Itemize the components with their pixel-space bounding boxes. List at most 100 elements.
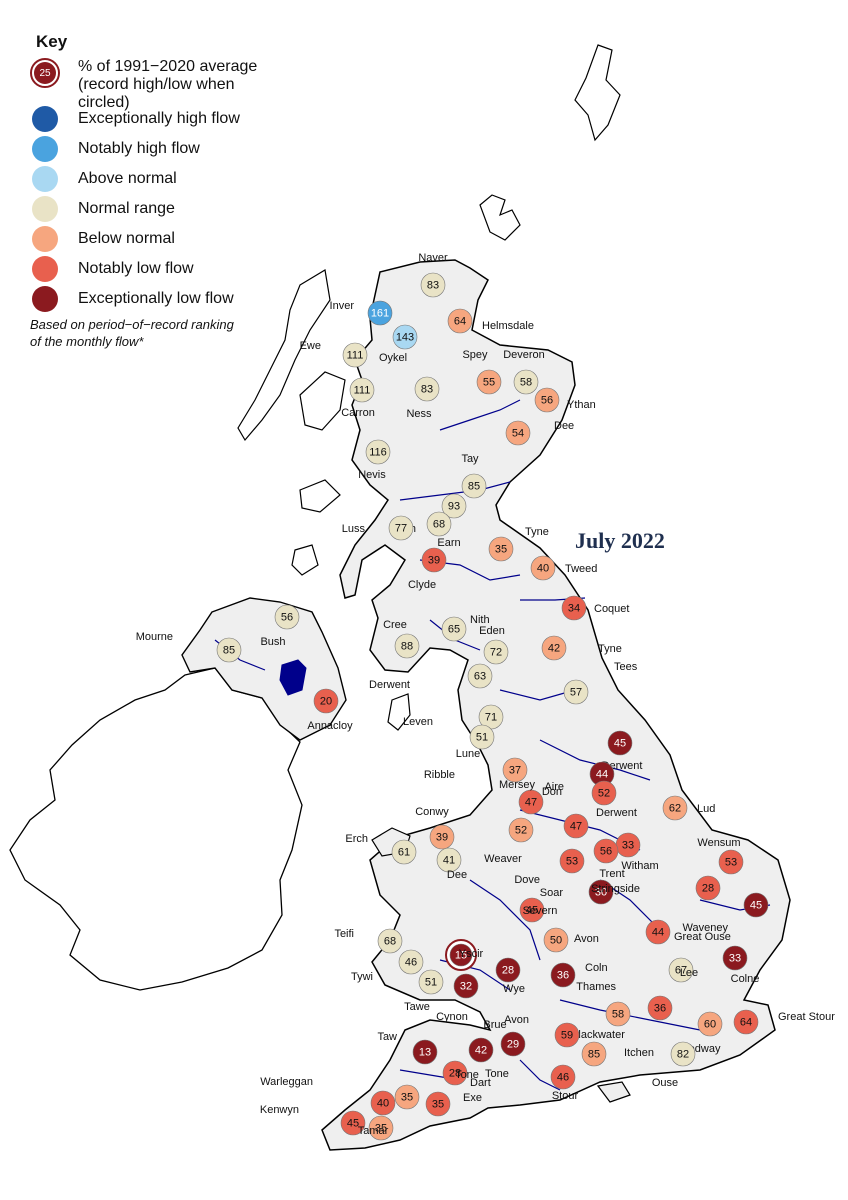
legend-label: Exceptionally high flow <box>78 110 240 127</box>
site-value: 45 <box>750 900 762 912</box>
site-value: 47 <box>570 821 582 833</box>
legend-label: Notably high flow <box>78 140 200 157</box>
site-circle <box>483 639 509 665</box>
site-value: 34 <box>568 603 580 615</box>
river-label: Soar <box>540 887 564 899</box>
site-value: 36 <box>654 1003 666 1015</box>
site-circle <box>442 1060 468 1086</box>
site-circle <box>398 949 424 975</box>
site-circle <box>436 847 462 873</box>
site-marker: 64 Great Stour <box>733 1009 835 1035</box>
river-label: Waveney <box>683 922 729 934</box>
site-circle <box>718 849 744 875</box>
site-circle <box>508 817 534 843</box>
site-marker: 82 Ouse <box>652 1041 696 1089</box>
site-marker: 61 Erch <box>345 833 417 865</box>
river-label: Derwent <box>369 679 410 691</box>
river-label: Yscir <box>459 948 484 960</box>
site-circle <box>392 324 418 350</box>
site-circle <box>469 724 495 750</box>
site-marker: 88 Cree <box>383 619 420 659</box>
river-label: Wye <box>503 983 525 995</box>
site-value: 47 <box>525 797 537 809</box>
site-value: 56 <box>600 846 612 858</box>
site-value: 52 <box>598 788 610 800</box>
river-label: Ness <box>406 408 432 420</box>
site-circle <box>342 342 368 368</box>
river-label: Ewe <box>300 340 321 352</box>
swatch-not-low <box>32 256 58 282</box>
site-circle <box>216 637 242 663</box>
river-label: Lune <box>456 748 480 760</box>
site-marker: 111 Carron <box>341 377 375 419</box>
site-marker: 52 Weaver <box>484 817 534 865</box>
river-label: Nevis <box>358 469 386 481</box>
site-marker: 57 Tees <box>563 661 638 705</box>
site-value: 85 <box>223 645 235 657</box>
river-label: Conwy <box>415 806 449 818</box>
river-label: Thames <box>576 981 616 993</box>
river-label: Tywi <box>351 971 373 983</box>
site-circle <box>645 919 671 945</box>
river-label: Dove <box>514 874 540 886</box>
river-label: Nith <box>470 614 490 626</box>
site-circle <box>581 1041 607 1067</box>
site-value: 41 <box>443 855 455 867</box>
site-marker: 51 Tawe <box>404 969 444 1013</box>
site-value: 45 <box>347 1118 359 1130</box>
site-marker: 41 Dee <box>436 847 467 881</box>
site-value: 111 <box>347 350 364 362</box>
site-marker: 116 Nevis <box>358 439 391 481</box>
river-label: Clyde <box>408 579 436 591</box>
site-circle <box>414 376 440 402</box>
site-value: 35 <box>375 1123 387 1135</box>
river-label: Tone <box>485 1068 509 1080</box>
site-marker: 51 Lune <box>456 724 495 760</box>
site-value: 116 <box>369 447 387 459</box>
site-value: 88 <box>401 641 413 653</box>
legend-note: Based on period−of−record ranking of the… <box>30 317 234 349</box>
legend-label: Normal range <box>78 200 175 217</box>
mull-island <box>299 479 341 513</box>
legend-row-exc-high: Exceptionally high flow <box>30 104 280 134</box>
site-value: 50 <box>550 935 562 947</box>
river-label: Coln <box>585 962 608 974</box>
site-circle <box>468 1037 494 1063</box>
legend-row-above: Above normal <box>30 164 280 194</box>
legend-row-not-high: Notably high flow <box>30 134 280 164</box>
legend-record-row: 25 % of 1991−2020 average (record high/l… <box>30 56 280 111</box>
site-value: 72 <box>490 647 502 659</box>
site-marker: 46 Tywi <box>351 949 424 983</box>
site-value: 46 <box>405 957 417 969</box>
site-marker: 47 Derwent <box>563 807 637 839</box>
river-label: Great Ouse <box>674 931 731 943</box>
site-circle <box>550 1064 576 1090</box>
site-circle <box>313 688 339 714</box>
site-marker: 58 Blackwater <box>571 1001 631 1041</box>
site-circle <box>418 969 444 995</box>
site-circle <box>340 1110 366 1136</box>
site-value: 20 <box>320 696 332 708</box>
site-value: 65 <box>448 624 460 636</box>
site-value: 82 <box>677 1049 689 1061</box>
river-label: Lud <box>697 803 715 815</box>
site-value: 68 <box>384 936 396 948</box>
river-label: Luss <box>342 523 366 535</box>
site-value: 57 <box>570 687 582 699</box>
site-value: 62 <box>669 803 681 815</box>
site-circle <box>662 795 688 821</box>
site-circle <box>368 1115 394 1141</box>
site-value: 46 <box>557 1072 569 1084</box>
site-circle <box>605 1001 631 1027</box>
site-circle <box>697 1011 723 1037</box>
river-label: Derwent <box>596 807 637 819</box>
site-marker: 72 Eden <box>479 625 509 665</box>
river-label: Weaver <box>484 853 522 865</box>
site-circle <box>722 945 748 971</box>
legend-row-not-low: Notably low flow <box>30 254 280 284</box>
river-label: Colne <box>731 973 760 985</box>
site-circle <box>495 957 521 983</box>
site-marker: 83 Naver <box>418 252 448 298</box>
